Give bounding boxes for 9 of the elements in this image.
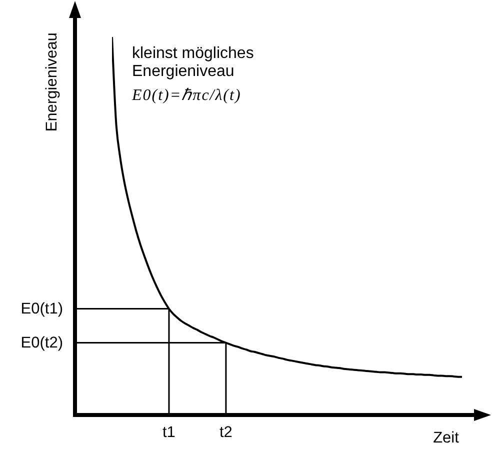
x-tick-label: t2 [219, 424, 232, 442]
text: kleinst mögliches [132, 45, 254, 62]
text: Energieniveau [44, 32, 60, 132]
y-axis-title: Energieniveau [132, 63, 234, 80]
annotation: E0(t2) [20, 334, 63, 352]
x-axis-title: Zeit [433, 430, 460, 446]
annotation: E0(t1) [20, 300, 63, 318]
x-tick-label: t1 [162, 424, 176, 442]
annotation: E0(t)=ℏπc/λ(t) [131, 87, 242, 104]
